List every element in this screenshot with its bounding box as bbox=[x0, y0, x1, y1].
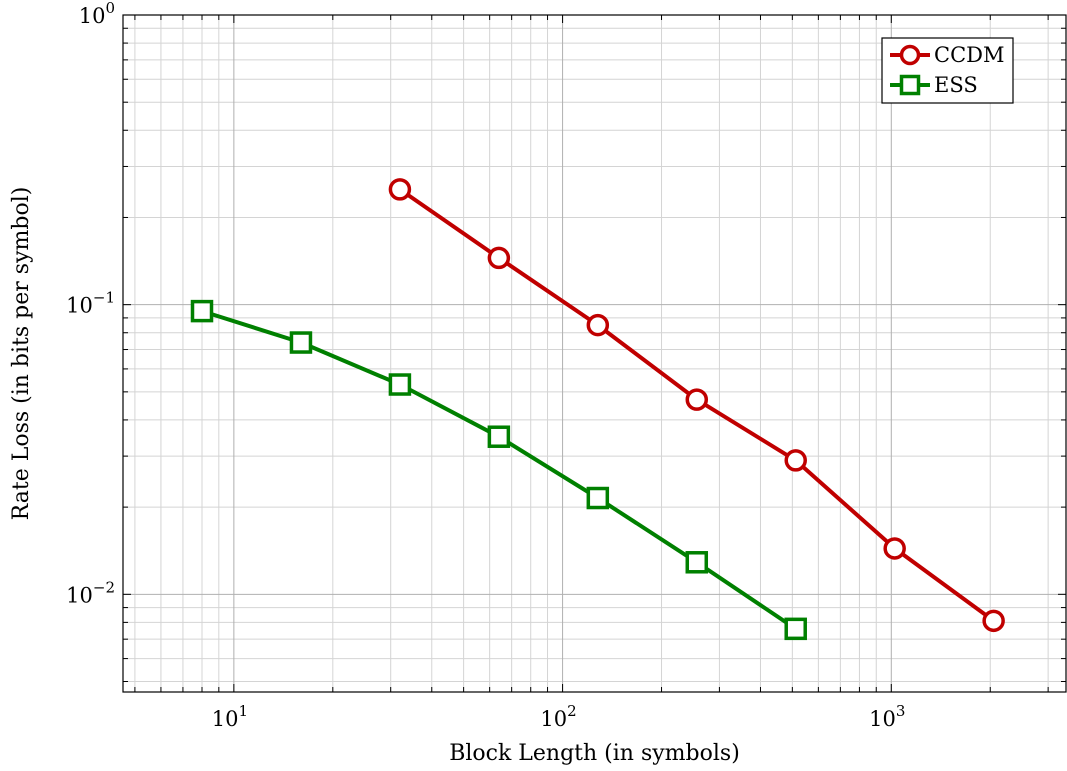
legend-label-ess: ESS bbox=[934, 73, 978, 97]
data-point-ess bbox=[586, 486, 610, 510]
data-point-ess bbox=[190, 299, 214, 323]
legend-entry-ess: ESS bbox=[890, 73, 978, 97]
data-point-ess bbox=[685, 551, 709, 574]
data-point-ess bbox=[388, 373, 412, 396]
legend: CCDM ESS bbox=[881, 37, 1014, 104]
plot-frame bbox=[122, 14, 1067, 693]
legend-marker-ess bbox=[899, 74, 921, 96]
data-point-ess bbox=[487, 425, 511, 448]
x-tick-label: 102 bbox=[540, 702, 576, 731]
legend-label-ccdm: CCDM bbox=[934, 43, 1004, 67]
x-tick-label: 103 bbox=[869, 702, 905, 731]
data-point-ess bbox=[784, 617, 807, 641]
legend-entry-ccdm: CCDM bbox=[890, 43, 1004, 67]
axis-ticks bbox=[123, 14, 1066, 692]
data-point-ccdm bbox=[982, 609, 1005, 633]
y-tick-label: 10−2 bbox=[66, 578, 115, 607]
data-point-ccdm bbox=[883, 537, 906, 560]
tick-labels: 101 102 103 100 10−1 10−2 bbox=[66, 0, 905, 731]
x-axis-title: Block Length (in symbols) bbox=[449, 741, 740, 766]
data-point-ess bbox=[289, 331, 313, 354]
data-point-ccdm bbox=[685, 388, 709, 411]
x-tick-label: 101 bbox=[212, 702, 248, 731]
data-point-ccdm bbox=[784, 449, 807, 472]
legend-marker-ccdm bbox=[899, 44, 921, 66]
y-axis-title: Rate Loss (in bits per symbol) bbox=[9, 187, 34, 521]
series-layer bbox=[190, 178, 1005, 641]
y-tick-label: 100 bbox=[79, 0, 115, 28]
series-line-ess bbox=[201, 309, 797, 631]
data-point-ccdm bbox=[586, 313, 610, 337]
data-point-ccdm bbox=[388, 178, 412, 201]
minor-grid bbox=[123, 15, 1066, 692]
major-grid bbox=[123, 14, 1066, 692]
data-point-ccdm bbox=[487, 246, 511, 270]
y-tick-label: 10−1 bbox=[66, 289, 115, 318]
